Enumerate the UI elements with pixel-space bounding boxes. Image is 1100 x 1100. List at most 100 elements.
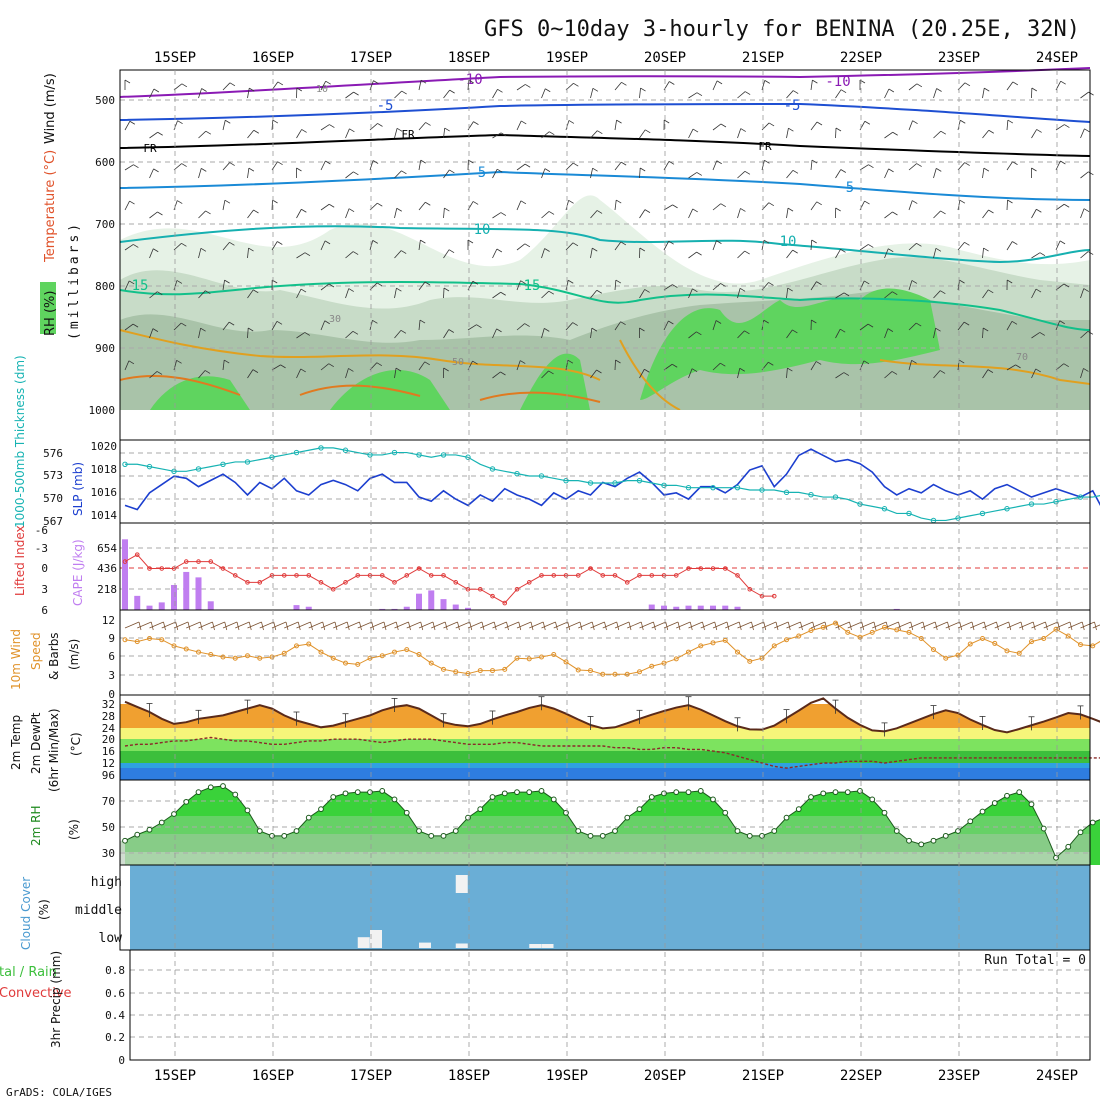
lifted-index-point xyxy=(147,566,152,571)
upper-wind-barb-feather xyxy=(620,161,627,166)
upper-wind-barb-feather xyxy=(1007,119,1014,124)
ylabel-temp2m-1: 2m Temp xyxy=(9,715,23,770)
wind-barb-feather xyxy=(653,621,656,631)
cape-bar xyxy=(661,605,667,610)
upper-wind-barb-feather xyxy=(377,202,383,207)
wind10m-panel: 12 9 6 3 0 10m Wind Speed & Barbs (m/s) xyxy=(9,609,1100,701)
wind-barb-feather xyxy=(457,621,460,631)
li-tick: 6 xyxy=(41,604,48,617)
wind-speed-point xyxy=(722,637,728,643)
upper-wind-barb-feather xyxy=(1088,91,1094,96)
cape-bar xyxy=(403,606,410,610)
wind-speed-point xyxy=(1078,642,1083,648)
wind-speed-point xyxy=(967,641,973,647)
rh-point xyxy=(575,828,582,834)
upper-wind-barb xyxy=(173,322,182,331)
rh-tick: 30 xyxy=(102,847,115,860)
rh-point xyxy=(955,828,961,834)
wind-barb-feather xyxy=(444,621,448,631)
wind-tick: 0 xyxy=(108,688,115,701)
ylabel-temp2m-3: (6hr Min/Max) xyxy=(47,709,61,793)
upper-wind-barb-feather xyxy=(325,160,331,165)
rh-point xyxy=(452,828,459,834)
upper-wind-barb xyxy=(712,362,721,371)
upper-wind-barb xyxy=(982,289,989,299)
wind-speed-point xyxy=(477,668,483,674)
thickness-line xyxy=(125,447,1100,522)
wind-barb xyxy=(1055,621,1071,629)
lifted-index-point xyxy=(379,573,385,578)
temp-tick: 12 xyxy=(102,757,115,770)
rh-point xyxy=(771,828,778,834)
upper-wind-barb-feather xyxy=(1064,124,1070,128)
contour-plus5 xyxy=(119,170,1091,201)
rh-point xyxy=(550,796,557,803)
lifted-index-point xyxy=(171,566,177,571)
upper-wind-barb-feather xyxy=(811,319,817,324)
wind-speed-point xyxy=(661,660,667,666)
upper-wind-barb-feather xyxy=(277,241,283,245)
upper-wind-barb-feather xyxy=(443,287,450,292)
upper-wind-barb-feather xyxy=(153,88,160,93)
upper-wind-barb-feather xyxy=(1031,87,1038,92)
upper-wind-barb-feather xyxy=(176,280,183,284)
temp-tick: 28 xyxy=(102,710,115,723)
lifted-index-point xyxy=(722,566,728,571)
upper-wind-barb-feather xyxy=(1036,129,1042,133)
wind-speed-point xyxy=(882,624,887,630)
upper-wind-barb xyxy=(149,168,154,179)
upper-wind-barb-feather xyxy=(596,289,602,294)
wind-speed-point xyxy=(1090,643,1096,649)
lifted-index-point xyxy=(637,573,642,578)
wind-barb-feather xyxy=(714,621,718,631)
wind-speed-point xyxy=(612,671,618,677)
rh-tick: 50 xyxy=(102,821,115,834)
upper-wind-barb-feather xyxy=(444,207,450,212)
upper-wind-barb xyxy=(639,209,646,219)
upper-wind-barb-feather xyxy=(1012,81,1019,86)
rh-point xyxy=(293,828,300,834)
rh-point xyxy=(526,789,533,796)
upper-wind-barb xyxy=(173,163,182,171)
upper-wind-barb-feather xyxy=(353,91,359,96)
upper-wind-barb-feather xyxy=(988,209,994,214)
wind-barb-feather xyxy=(738,621,742,631)
chart-title: GFS 0~10day 3-hourly for BENINA (20.25E,… xyxy=(484,17,1080,42)
upper-wind-barb-feather xyxy=(692,208,698,213)
wind-speed-point xyxy=(122,637,128,643)
upper-wind-barb-feather xyxy=(716,240,722,244)
upper-wind-barb-feather xyxy=(816,201,822,206)
upper-wind-barb-feather xyxy=(568,279,574,284)
upper-wind-barb-feather xyxy=(472,360,478,365)
contour-label-fr: FR xyxy=(758,140,772,153)
wind-speed-point xyxy=(955,652,961,658)
thickness-point xyxy=(367,452,373,458)
upper-wind-barb-feather xyxy=(616,199,622,204)
upper-wind-barb-feather xyxy=(205,130,212,135)
upper-wind-barb xyxy=(296,129,302,139)
rh-point xyxy=(207,784,214,791)
rh-point xyxy=(697,788,704,794)
upper-wind-barb-feather xyxy=(300,288,307,293)
top-date-label: 20SEP xyxy=(644,50,686,66)
temp-tick: 20 xyxy=(102,733,115,746)
top-date-label: 16SEP xyxy=(252,50,294,66)
lifted-index-point xyxy=(563,573,569,578)
contour-plus20 xyxy=(119,329,1091,411)
upper-wind-barb xyxy=(345,331,354,339)
upper-wind-barb xyxy=(124,164,134,171)
contour-plus10 xyxy=(119,225,1091,264)
pressure-tick: 1000 xyxy=(89,404,116,417)
upper-wind-barb-feather xyxy=(395,367,402,372)
top-date-label: 18SEP xyxy=(448,50,490,66)
upper-wind-barb xyxy=(614,200,617,211)
wind-speed-point xyxy=(208,652,214,658)
wind-tick: 9 xyxy=(108,632,115,645)
thickness-tick: 573 xyxy=(43,469,63,482)
wind-speed-point xyxy=(306,641,312,647)
wind-barb-feather xyxy=(983,621,987,631)
dewpoint-line xyxy=(124,736,1100,769)
upper-wind-barb-feather xyxy=(740,208,746,212)
bottom-date-label: 18SEP xyxy=(448,1068,490,1084)
rh-point xyxy=(648,794,655,800)
